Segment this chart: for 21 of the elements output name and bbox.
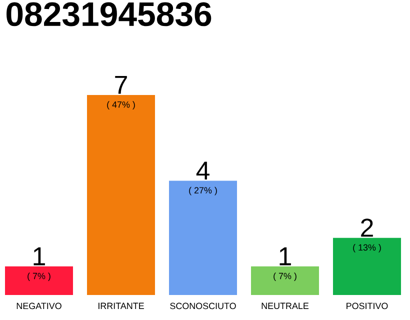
data-label: 2 — [361, 218, 373, 237]
x-tick-label: NEGATIVO — [16, 302, 62, 310]
bar — [251, 266, 320, 295]
x-tick-label: POSITIVO — [346, 302, 388, 310]
annotation: ( 47% ) — [107, 101, 135, 110]
x-tick-label: NEUTRALE — [262, 302, 309, 310]
bar — [169, 180, 238, 295]
annotation: ( 7% ) — [28, 272, 50, 281]
x-tick-label: SCONOSCIUTO — [170, 302, 236, 310]
x-tick-label: IRRITANTE — [98, 302, 144, 309]
annotation: ( 13% ) — [353, 244, 381, 252]
data-label: 7 — [115, 76, 127, 94]
bar — [333, 238, 402, 295]
data-label: 4 — [196, 162, 210, 180]
data-label: 1 — [280, 247, 291, 266]
bar — [5, 266, 73, 295]
data-label: 1 — [34, 247, 45, 266]
annotation: ( 7% ) — [274, 272, 296, 281]
chart-title: 08231945836 — [6, 2, 212, 26]
bar — [87, 95, 155, 295]
annotation: ( 27% ) — [189, 186, 217, 196]
